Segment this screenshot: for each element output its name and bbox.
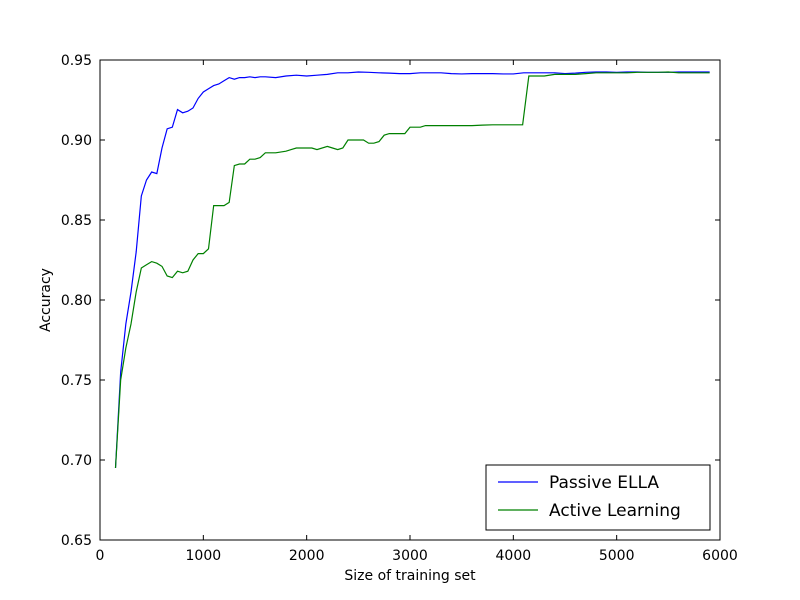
legend: Passive ELLA Active Learning [485, 464, 711, 531]
series-line-2 [114, 71, 710, 469]
legend-box [485, 464, 711, 531]
legend-label-1: Passive ELLA [549, 473, 659, 493]
plot-area [114, 71, 710, 469]
x-tick-label: 4000 [496, 548, 532, 564]
x-axis-label: Size of training set [344, 568, 476, 584]
y-axis-label: Accuracy [38, 268, 54, 332]
y-tick-label: 0.70 [61, 453, 92, 469]
y-tick-label: 0.95 [61, 53, 92, 69]
x-tick-label: 6000 [702, 548, 738, 564]
y-tick-label: 0.65 [61, 533, 92, 549]
y-tick-label: 0.75 [61, 373, 92, 389]
x-tick-label: 1000 [186, 548, 222, 564]
y-tick-label: 0.90 [61, 133, 92, 149]
legend-label-2: Active Learning [549, 501, 681, 521]
x-tick-label: 5000 [599, 548, 635, 564]
x-tick-label: 3000 [392, 548, 428, 564]
y-tick-label: 0.85 [61, 213, 92, 229]
axis-ticks: 0 1000 2000 3000 4000 5000 6000 0.65 0.70 0.75 0.8… [61, 53, 738, 564]
series-line-1 [114, 71, 710, 469]
y-tick-label: 0.80 [61, 293, 92, 309]
x-tick-label: 2000 [289, 548, 325, 564]
x-tick-label: 0 [96, 548, 105, 564]
